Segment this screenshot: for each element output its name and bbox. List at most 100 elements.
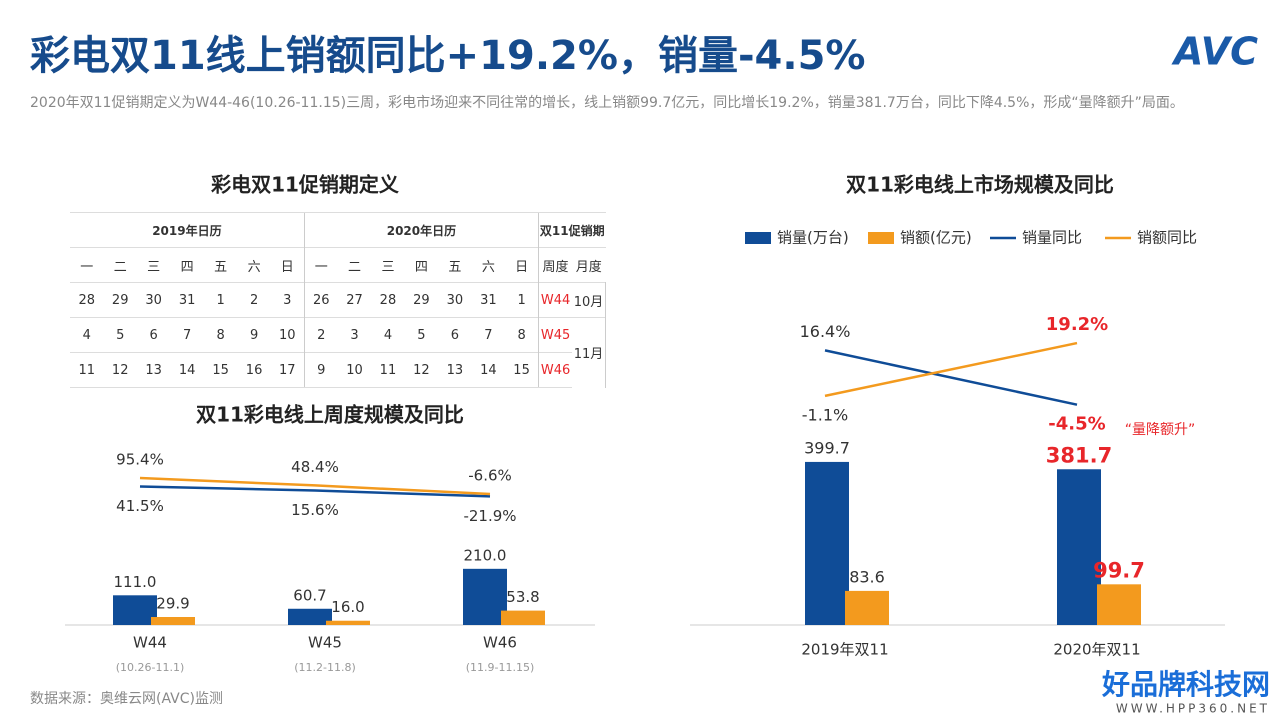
day: 29 [404, 282, 439, 318]
bar-label: 99.7 [1093, 558, 1145, 582]
day: 9 [303, 352, 338, 388]
x-tick-note: (11.9-11.15) [466, 661, 535, 674]
weekday: 日 [505, 247, 539, 283]
line [824, 349, 1078, 406]
day: 7 [471, 317, 506, 353]
calendar-table: 2019年日历 2020年日历 双11促销期一二三四五六日一二三四五六日周度 月度 28… [70, 212, 607, 388]
table-row: 2019年日历 2020年日历 双11促销期 [70, 212, 606, 248]
line-label: 15.6% [291, 501, 339, 519]
bar [326, 620, 370, 625]
weekday: 五 [438, 247, 472, 283]
bar [1057, 469, 1101, 625]
day: 5 [103, 317, 137, 353]
day: 2 [237, 282, 271, 318]
line-label: 16.4% [800, 322, 851, 341]
weekday: 五 [203, 247, 238, 283]
day: 4 [371, 317, 405, 353]
legend-label: 销额同比 [1137, 229, 1197, 247]
day: 3 [337, 317, 372, 353]
title: 彩电双11线上销额同比+19.2%，销量-4.5% [30, 33, 866, 79]
line-label: 48.4% [291, 458, 339, 476]
table-row: 一二三四五六日一二三四五六日周度 月度 [70, 247, 606, 283]
line-label: -6.6% [468, 467, 512, 485]
x-tick-note: (11.2-11.8) [294, 661, 356, 674]
day: 30 [136, 282, 171, 318]
group-header: 双11促销期 [538, 212, 606, 248]
bar [288, 608, 332, 625]
bar-label: 381.7 [1046, 443, 1112, 467]
day: 26 [303, 282, 338, 318]
line [139, 485, 491, 498]
bar-label: 111.0 [114, 573, 157, 591]
bar-label: 16.0 [331, 598, 364, 616]
source: 数据来源：奥维云网(AVC)监测 [30, 690, 223, 707]
weekday: 三 [136, 247, 171, 283]
line [824, 341, 1078, 398]
weekday: 四 [404, 247, 439, 283]
day: 12 [404, 352, 439, 388]
day: 14 [471, 352, 506, 388]
day: 11 [371, 352, 405, 388]
day: 31 [170, 282, 204, 318]
day: 5 [404, 317, 439, 353]
bar [463, 568, 507, 625]
line [139, 476, 491, 496]
table-row: 11 12 13 14 15 16 17 9 10 11 12 13 14 15 W46 [70, 352, 606, 388]
day: 6 [438, 317, 472, 353]
day: 1 [203, 282, 238, 318]
bar [805, 461, 849, 625]
day: 4 [70, 317, 104, 353]
day: 29 [103, 282, 137, 318]
weekday: 二 [337, 247, 372, 283]
bar-label: 60.7 [293, 586, 326, 604]
day: 6 [136, 317, 171, 353]
weekday: 三 [371, 247, 405, 283]
day: 15 [203, 352, 238, 388]
bar [1097, 584, 1141, 625]
x-tick-label: W45 [308, 634, 342, 652]
day: 12 [103, 352, 137, 388]
day: 14 [170, 352, 204, 388]
day: 9 [237, 317, 271, 353]
bar [151, 617, 195, 625]
calendar-title: 彩电双11促销期定义 [210, 173, 399, 197]
bar-label: 53.8 [506, 588, 539, 606]
line-label: 41.5% [116, 497, 164, 515]
annotation: “量降额升” [1125, 422, 1196, 438]
line-label: -4.5% [1048, 414, 1105, 435]
day: 28 [371, 282, 405, 318]
bar [501, 610, 545, 625]
legend-swatch [745, 232, 771, 244]
day: 28 [70, 282, 104, 318]
day: 15 [505, 352, 539, 388]
day: 3 [270, 282, 305, 318]
day: 13 [136, 352, 171, 388]
day: 8 [505, 317, 539, 353]
bar-label: 83.6 [849, 567, 885, 586]
bar-label: 210.0 [464, 546, 507, 564]
week: W46 [538, 352, 573, 388]
day: 11 [70, 352, 104, 388]
watermark-url: WWW.HPP360.NET [1116, 702, 1270, 716]
x-tick-label: 2020年双11 [1053, 641, 1140, 659]
day: 8 [203, 317, 238, 353]
table-row: 4 5 6 7 8 9 10 2 3 4 5 6 7 8 W45 11月 [70, 317, 607, 388]
line-label: 19.2% [1046, 314, 1108, 335]
period-header: 周度 [538, 247, 573, 283]
legend-label: 销量同比 [1022, 229, 1082, 247]
x-tick-note: (10.26-11.1) [116, 661, 185, 674]
week: W45 [538, 317, 573, 353]
day: 31 [471, 282, 506, 318]
chart-title: 双11彩电线上周度规模及同比 [196, 403, 464, 427]
day: 10 [270, 317, 305, 353]
bar-label: 399.7 [804, 438, 850, 457]
day: 10 [337, 352, 372, 388]
day: 1 [505, 282, 539, 318]
day: 7 [170, 317, 204, 353]
subtitle: 2020年双11促销期定义为W44-46(10.26-11.15)三周，彩电市场… [30, 95, 1184, 111]
bar-label: 29.9 [156, 595, 189, 613]
legend-label: 销量(万台) [777, 229, 849, 247]
x-tick-label: 2019年双11 [801, 641, 888, 659]
